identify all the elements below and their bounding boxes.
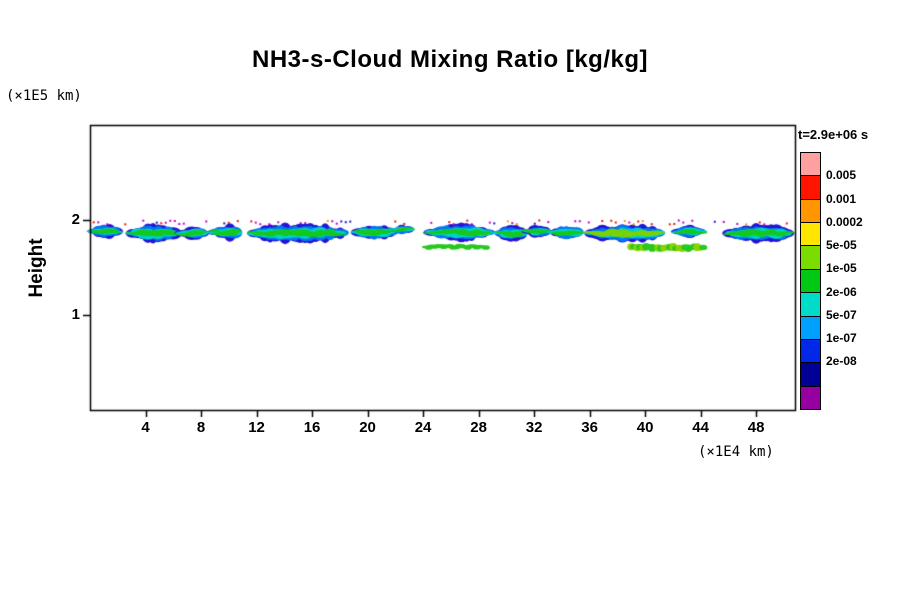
x-tick-label: 16 xyxy=(303,419,321,436)
x-tick-label: 4 xyxy=(141,419,150,436)
colorbar-segment xyxy=(801,316,820,340)
y-axis-unit-label: (×1E5 km) xyxy=(6,88,82,104)
colorbar-segment xyxy=(801,153,820,177)
colorbar-time-label: t=2.9e+06 s xyxy=(798,127,869,142)
cloud-plot-canvas xyxy=(60,115,800,450)
x-tick-label: 12 xyxy=(248,419,265,436)
colorbar-segment xyxy=(801,339,820,364)
colorbar-tick-label: 5e-07 xyxy=(826,307,857,322)
colorbar xyxy=(800,152,821,410)
x-tick-label: 48 xyxy=(747,419,765,436)
colorbar-segment xyxy=(801,363,820,387)
colorbar-segment xyxy=(801,269,820,294)
colorbar-segment xyxy=(801,386,820,409)
x-tick-label: 36 xyxy=(581,419,598,436)
colorbar-tick-label: 5e-05 xyxy=(826,238,857,253)
y-tick-label: 2 xyxy=(71,211,80,228)
colorbar-tick-label: 0.005 xyxy=(826,168,857,183)
x-tick-label: 32 xyxy=(525,419,543,436)
x-tick-label: 40 xyxy=(636,419,654,436)
colorbar-segment xyxy=(801,199,820,224)
colorbar-segment xyxy=(801,176,820,200)
x-tick-label: 44 xyxy=(692,419,709,436)
page-title: NH3-s-Cloud Mixing Ratio [kg/kg] xyxy=(252,46,648,73)
colorbar-tick-label: 1e-05 xyxy=(826,261,857,276)
colorbar-tick-label: 1e-07 xyxy=(826,331,857,346)
colorbar-segment xyxy=(801,293,820,317)
x-tick-label: 8 xyxy=(196,419,206,436)
x-tick-label: 24 xyxy=(414,419,432,436)
y-tick-label: 1 xyxy=(71,306,80,323)
colorbar-tick-label: 2e-06 xyxy=(826,284,857,299)
y-axis-label: Height xyxy=(26,238,47,298)
colorbar-tick-label: 0.001 xyxy=(826,191,857,206)
x-tick-label: 20 xyxy=(359,419,376,436)
x-tick-label: 28 xyxy=(470,419,487,436)
colorbar-segment xyxy=(801,223,820,247)
colorbar-segment xyxy=(801,246,820,270)
colorbar-tick-label: 2e-08 xyxy=(826,354,857,369)
colorbar-tick-label: 0.0002 xyxy=(826,214,863,229)
